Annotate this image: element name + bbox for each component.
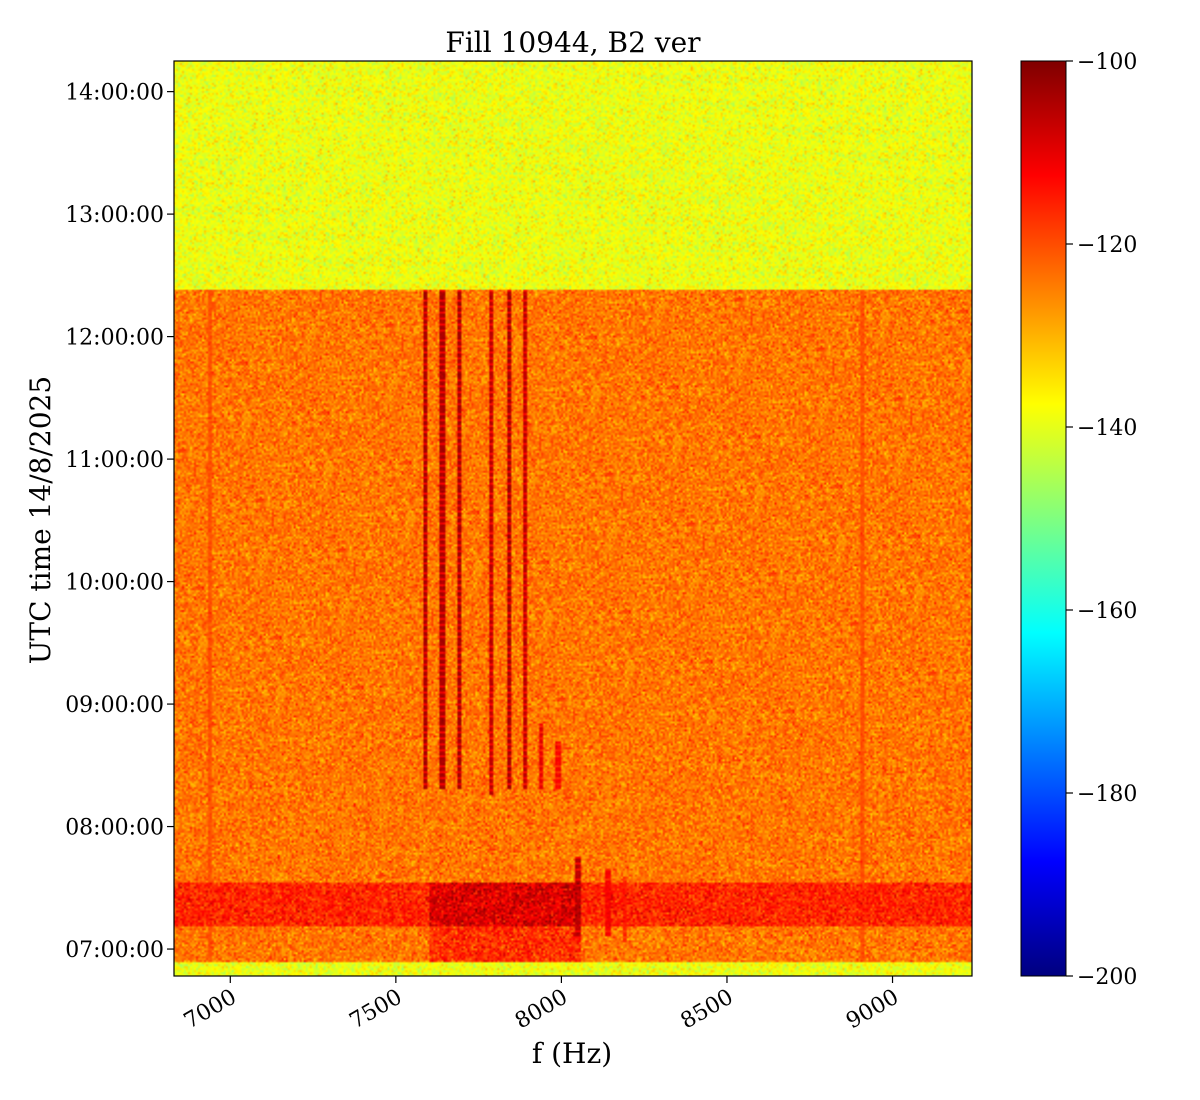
y-tick-label: 07:00:00 [65,938,164,963]
colorbar-ticks: −100 −120 −140 −160 −180 −200 [1066,50,1137,990]
y-axis-title: UTC time 14/8/2025 [24,376,57,664]
x-axis-ticks: 7000 7500 8000 8500 9000 [180,976,903,1034]
x-axis-title: f (Hz) [532,1037,612,1070]
colorbar [1020,60,1067,977]
colorbar-tick-label: −140 [1077,416,1137,441]
colorbar-tick-label: −160 [1077,599,1137,624]
spectrogram-plot-area [174,61,972,976]
spectrogram-heatmap [174,61,972,976]
chart-title: Fill 10944, B2 ver [445,26,701,59]
colorbar-tick-label: −180 [1077,782,1137,807]
colorbar-tick-label: −120 [1077,233,1137,258]
y-tick-label: 14:00:00 [65,81,164,106]
colorbar-tick-label: −100 [1077,50,1137,75]
plot-frame [173,60,973,977]
y-tick-label: 13:00:00 [65,203,164,228]
y-tick-label: 09:00:00 [65,693,164,718]
x-tick-label: 9000 [842,985,903,1035]
x-tick-label: 7000 [180,985,241,1035]
x-tick-label: 8500 [677,985,738,1035]
colorbar-tick-label: −200 [1077,965,1137,990]
x-tick-label: 7500 [345,985,406,1035]
y-tick-label: 12:00:00 [65,326,164,351]
x-tick-label: 8000 [511,985,572,1035]
y-tick-label: 08:00:00 [65,816,164,841]
y-tick-label: 11:00:00 [65,448,164,473]
y-axis-ticks: 07:00:00 08:00:00 09:00:00 10:00:00 11:00:00… [65,81,174,963]
y-tick-label: 10:00:00 [65,571,164,596]
